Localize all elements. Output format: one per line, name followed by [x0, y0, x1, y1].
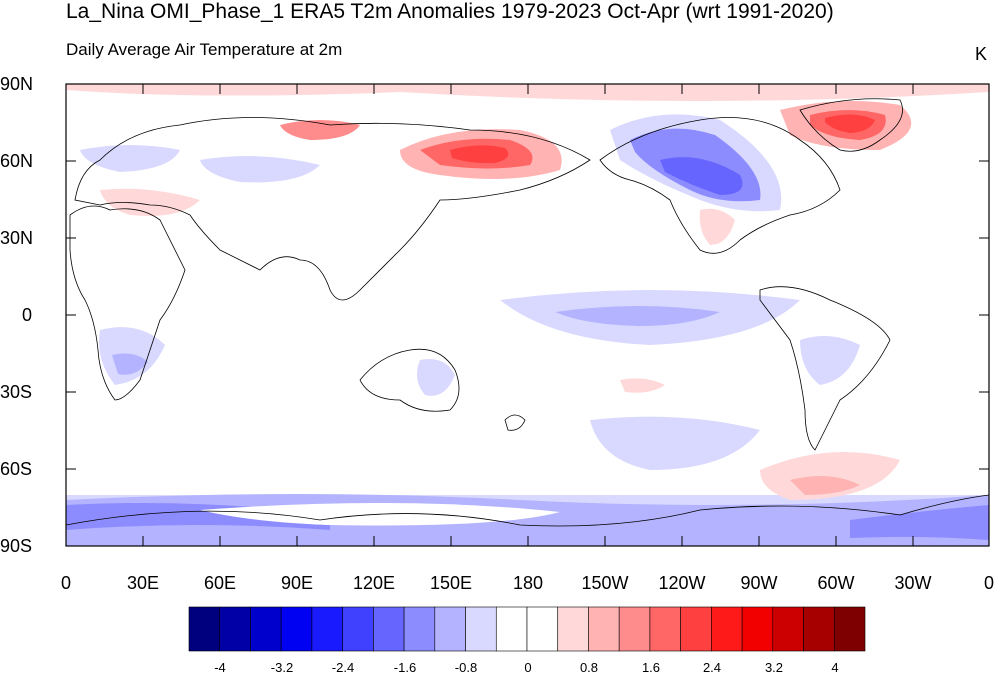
greenland-warm-core [825, 114, 875, 133]
anomaly-field [66, 84, 989, 546]
colorbar-swatch [772, 606, 804, 652]
lon-label-0: 0 [60, 573, 71, 593]
colorbar-swatch [342, 606, 374, 652]
colorbar-swatch [741, 606, 774, 652]
south-atlantic-warm [760, 452, 900, 500]
mexico-warm [699, 208, 735, 245]
eurasia-coast [74, 117, 591, 301]
lat-label-90s: 90S [0, 536, 33, 556]
australia-cold [416, 359, 455, 396]
central-asia-cold [200, 156, 320, 183]
colorbar-swatch [434, 606, 466, 652]
south-america-coast [759, 286, 891, 451]
colorbar-label: 2.4 [702, 660, 722, 675]
colorbar-swatch [588, 606, 620, 652]
colorbar-label: -4 [214, 660, 226, 675]
lon-label-180: 180 [512, 573, 544, 593]
colorbar-swatch [495, 606, 528, 652]
north-eurasia-warm [280, 120, 360, 140]
south-atlantic-warm-core [790, 476, 860, 495]
colorbar-label: -1.6 [393, 660, 417, 675]
greenland-coast [799, 98, 903, 152]
colorbar-label: -0.8 [454, 660, 478, 675]
lon-label-150e: 150E [429, 573, 473, 593]
colorbar [188, 606, 866, 652]
colorbar-swatch [311, 606, 343, 652]
colorbar-label: 0.8 [579, 660, 599, 675]
australia-coast [359, 348, 460, 412]
lon-label-90e: 90E [280, 573, 314, 593]
lat-label-60n: 60N [0, 151, 34, 171]
colorbar-swatch [465, 606, 497, 652]
colorbar-label: 0 [524, 660, 532, 675]
south-america-cold [800, 336, 860, 385]
lat-label-30s: 30S [0, 382, 33, 402]
north-america-cold-core [660, 157, 743, 195]
colorbar-swatch [373, 606, 405, 652]
africa-coast [69, 205, 186, 401]
antarctica-coast [66, 494, 989, 527]
lat-label-60s: 60S [0, 459, 33, 479]
colorbar-swatch [280, 606, 313, 652]
map-title: La_Nina OMI_Phase_1 ERA5 T2m Anomalies 1… [66, 0, 834, 23]
colorbar-swatch [711, 606, 743, 652]
siberia-warm-core [450, 145, 509, 164]
colorbar-swatch [403, 606, 436, 652]
units-label: K [975, 44, 988, 64]
colorbar-swatch [803, 606, 835, 652]
new-zealand-coast [504, 414, 526, 431]
colorbar-label: -3.2 [270, 660, 294, 675]
colorbar-swatch [219, 606, 251, 652]
lat-label-90n: 90N [0, 74, 34, 94]
coastlines [66, 98, 989, 527]
lon-label-120e: 120E [352, 573, 396, 593]
colorbar-swatch [250, 606, 282, 652]
lon-label-120w: 120W [658, 573, 706, 593]
pacific-cold-tongue-core [555, 306, 720, 326]
lon-label-30w: 30W [894, 573, 932, 593]
north-america-coast [599, 117, 841, 254]
colorbar-label: -2.4 [331, 660, 355, 675]
map-subtitle: Daily Average Air Temperature at 2m [66, 40, 343, 59]
lon-label-60w: 60W [817, 573, 855, 593]
lon-ticks [65, 84, 990, 546]
lon-label-60e: 60E [203, 573, 237, 593]
europe-cold [80, 145, 180, 172]
colorbar-swatch [188, 606, 221, 652]
lat-ticks [66, 83, 989, 547]
lon-label-30e: 30E [126, 573, 160, 593]
colorbar-swatch [618, 606, 651, 652]
antarctic-cold-strong-east [850, 505, 989, 540]
colorbar-swatch [680, 606, 712, 652]
lon-label-0-east: 0 [983, 573, 994, 593]
colorbar-label: 3.2 [764, 660, 784, 675]
south-pacific-warm-patch [620, 378, 665, 393]
lon-label-90w: 90W [740, 573, 778, 593]
lat-label-30n: 30N [0, 228, 34, 248]
lon-label-150w: 150W [581, 573, 629, 593]
south-pacific-cold [590, 416, 760, 470]
colorbar-swatch [557, 606, 589, 652]
colorbar-label: 1.6 [641, 660, 661, 675]
colorbar-swatch [526, 606, 559, 652]
colorbar-label: 4 [831, 660, 839, 675]
colorbar-swatch [833, 606, 866, 652]
colorbar-swatch [649, 606, 681, 652]
lat-label-0: 0 [22, 305, 33, 325]
africa-cold-core [112, 353, 148, 375]
